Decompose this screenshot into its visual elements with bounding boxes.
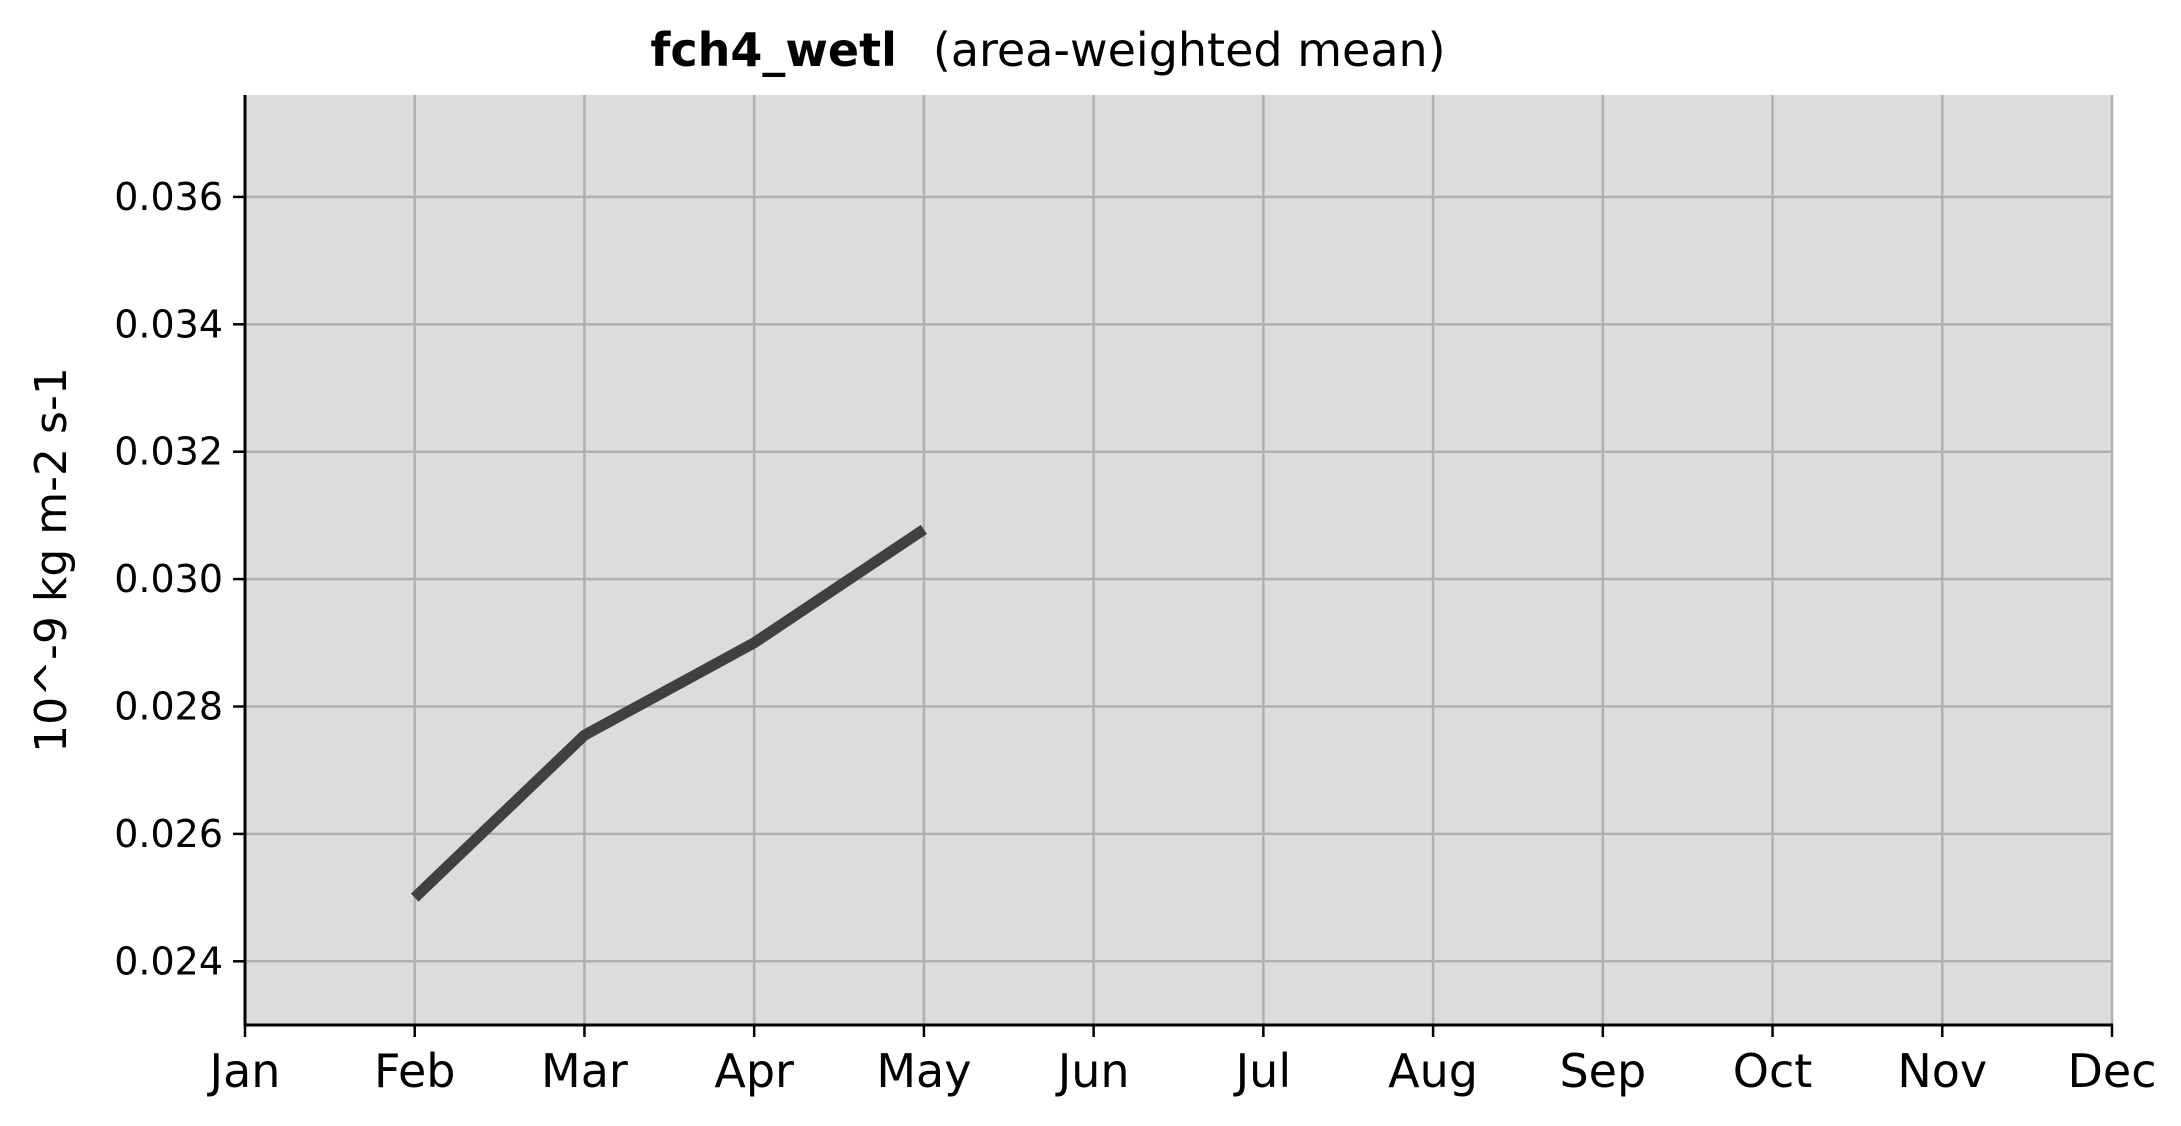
- series-line: [410, 524, 927, 902]
- x-tick-label: Jul: [1233, 1044, 1292, 1098]
- y-axis-label: 10^-9 kg m-2 s-1: [26, 367, 77, 753]
- x-tick-label: Nov: [1897, 1044, 1987, 1098]
- x-tick-label: Jun: [1055, 1044, 1130, 1098]
- y-tick-label: 0.026: [114, 812, 223, 856]
- grid: [243, 95, 2114, 1025]
- axes: [243, 95, 2113, 1027]
- chart-title-main: fch4_wetl: [650, 23, 897, 77]
- chart-title: fch4_wetl (area-weighted mean): [650, 23, 1445, 77]
- x-tick-label: May: [876, 1044, 971, 1098]
- ticks: Jan Feb Mar Apr May Jun Jul Aug Sep Oct Nov Dec 0.02…: [114, 175, 2156, 1098]
- y-tick-label: 0.028: [114, 685, 223, 729]
- x-tick-label: Sep: [1559, 1044, 1646, 1098]
- y-tick-label: 0.024: [114, 939, 223, 983]
- x-tick-label: Oct: [1733, 1044, 1813, 1098]
- y-tick-label: 0.030: [114, 557, 223, 601]
- y-tick-label: 0.034: [114, 302, 223, 346]
- x-tick-label: Aug: [1388, 1044, 1478, 1098]
- x-tick-label: Jan: [207, 1044, 281, 1098]
- y-tick-label: 0.032: [114, 430, 223, 474]
- x-tick-label: Mar: [541, 1044, 628, 1098]
- x-tick-label: Feb: [374, 1044, 455, 1098]
- x-tick-label: Dec: [2067, 1044, 2156, 1098]
- plot-area: [245, 95, 2112, 1025]
- x-tick-label: Apr: [714, 1044, 794, 1098]
- y-tick-label: 0.036: [114, 175, 223, 219]
- chart-subtitle: (area-weighted mean): [933, 23, 1446, 77]
- series-layer: [410, 524, 927, 902]
